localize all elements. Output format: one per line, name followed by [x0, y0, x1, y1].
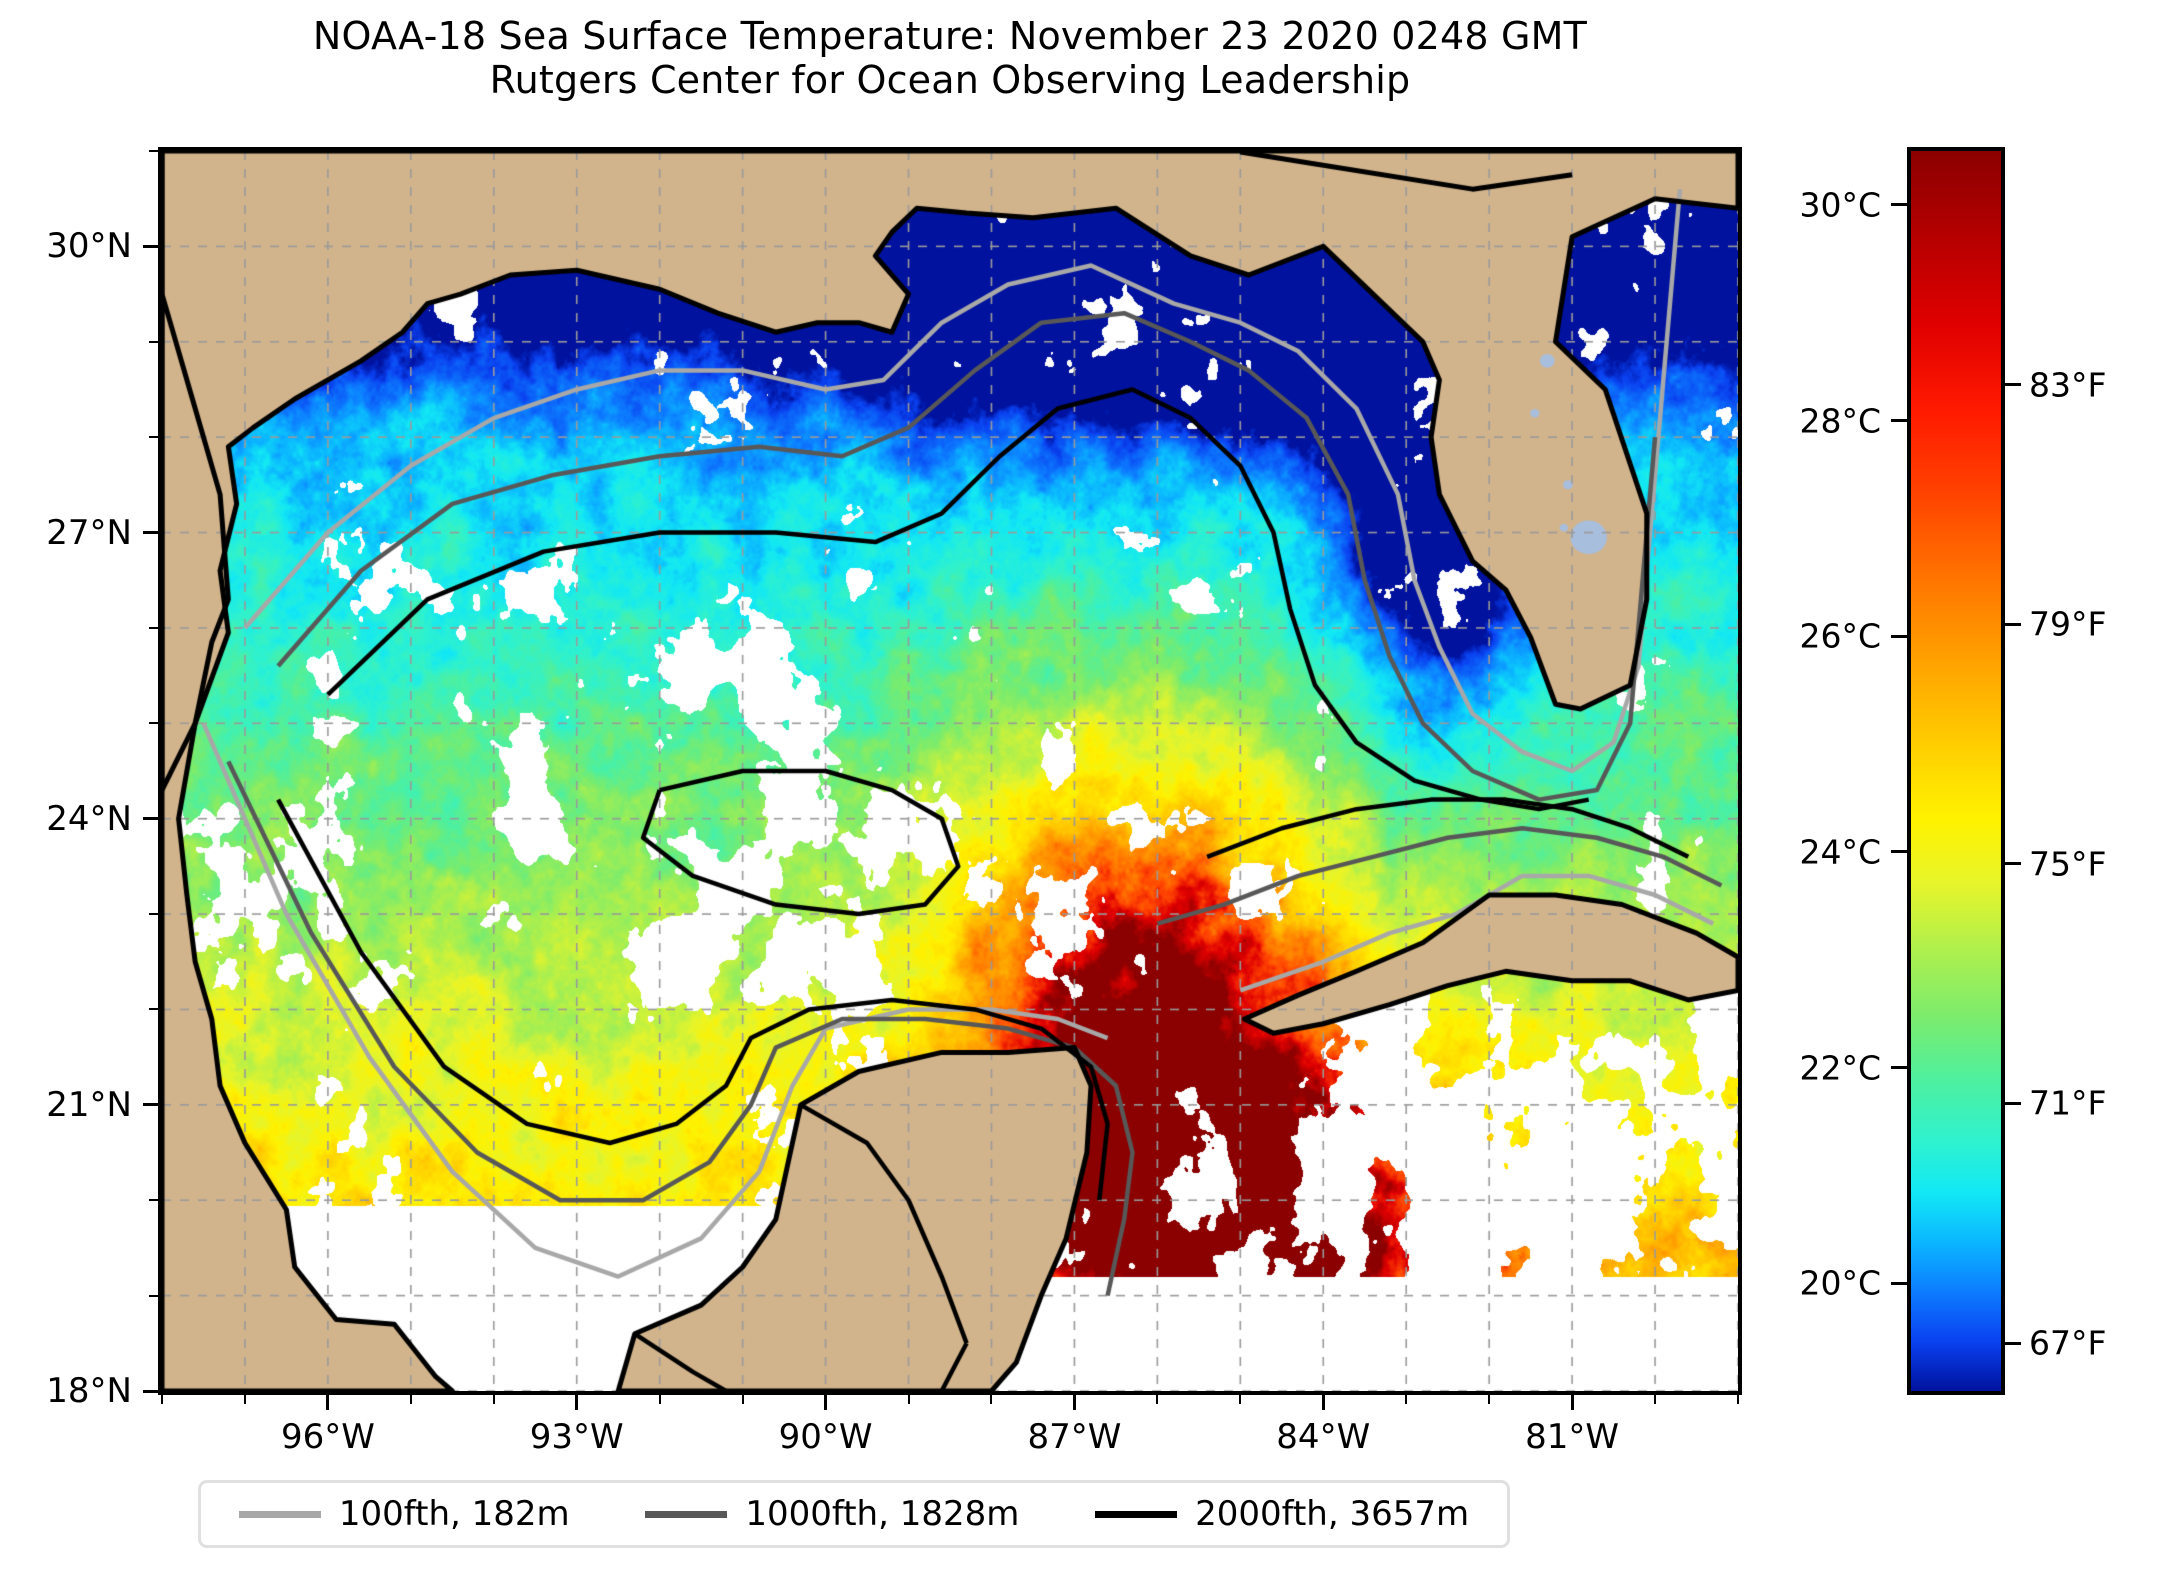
y-tick-28n [149, 436, 158, 439]
y-tick-24n [143, 817, 158, 821]
page-title: NOAA-18 Sea Surface Temperature: Novembe… [312, 14, 1588, 58]
colorbar-tick-f [2005, 862, 2021, 866]
colorbar-label-celsius: 26°C [1799, 616, 1881, 656]
x-tick-98w [161, 1395, 163, 1404]
colorbar-tick-f [2005, 622, 2021, 626]
x-tick-89w [907, 1395, 910, 1404]
colorbar-label-fahrenheit: 75°F [2029, 844, 2107, 884]
y-tick-23n [149, 913, 158, 916]
x-tick-80w [1654, 1395, 1657, 1404]
legend-label: 2000fth, 3657m [1195, 1494, 1470, 1534]
legend-item: 100fth, 182m [238, 1494, 570, 1534]
colorbar-label-fahrenheit: 71°F [2029, 1083, 2107, 1123]
x-tick-93w [575, 1395, 579, 1410]
y-tick-26n [149, 626, 158, 629]
legend-label: 1000fth, 1828m [745, 1494, 1020, 1534]
legend-swatch-1000fth [645, 1510, 728, 1518]
y-tick-20n [149, 1199, 158, 1202]
y-tick-29n [149, 340, 158, 343]
x-axis-label: 87°W [1027, 1417, 1122, 1457]
y-tick-25n [149, 722, 158, 725]
x-tick-97w [243, 1395, 246, 1404]
temperature-colorbar [1907, 147, 2005, 1395]
colorbar-label-celsius: 28°C [1799, 401, 1881, 441]
sst-map-plot[interactable] [158, 147, 1742, 1395]
colorbar-tick-f [2005, 1101, 2021, 1105]
page-subtitle: Rutgers Center for Ocean Observing Leade… [489, 58, 1411, 103]
colorbar-label-fahrenheit: 83°F [2029, 365, 2107, 405]
x-tick-94w [492, 1395, 495, 1404]
colorbar-label-celsius: 20°C [1799, 1263, 1881, 1303]
y-axis-label: 18°N [46, 1371, 132, 1411]
sst-heatmap-canvas [162, 151, 1738, 1391]
y-tick-21n [143, 1103, 158, 1107]
y-axis-label: 24°N [46, 798, 132, 839]
colorbar-tick-c [1891, 419, 1907, 423]
y-tick-22n [149, 1008, 158, 1011]
y-tick-27n [143, 531, 158, 535]
colorbar-label-fahrenheit: 67°F [2029, 1323, 2107, 1363]
x-axis-label: 96°W [280, 1417, 375, 1457]
x-tick-84w [1321, 1395, 1325, 1410]
legend-label: 100fth, 182m [338, 1494, 570, 1534]
colorbar-label-celsius: 24°C [1799, 832, 1881, 872]
x-tick-96w [326, 1395, 330, 1410]
y-tick-30n [143, 244, 158, 248]
x-axis-label: 90°W [778, 1417, 873, 1457]
x-axis-label: 84°W [1276, 1417, 1371, 1457]
colorbar-tick-c [1891, 203, 1907, 207]
y-tick-18n [143, 1389, 158, 1393]
x-tick-82w [1488, 1395, 1491, 1404]
legend-swatch-2000fth [1095, 1510, 1178, 1518]
colorbar-tick-c [1891, 850, 1907, 854]
y-axis-label: 30°N [46, 226, 132, 267]
colorbar-tick-f [2005, 383, 2021, 387]
y-axis-label: 27°N [46, 512, 132, 553]
colorbar-tick-f [2005, 1341, 2021, 1345]
bathymetry-legend: 100fth, 182m 1000fth, 1828m 2000fth, 365… [198, 1480, 1510, 1548]
x-tick-79w [1737, 1395, 1739, 1404]
x-tick-90w [824, 1395, 828, 1410]
colorbar-tick-c [1891, 1281, 1907, 1285]
colorbar-tick-c [1891, 1066, 1907, 1070]
y-tick-19n [149, 1294, 158, 1297]
x-axis-label: 93°W [529, 1417, 624, 1457]
legend-swatch-100fth [238, 1510, 321, 1518]
x-tick-81w [1570, 1395, 1574, 1410]
x-tick-86w [1156, 1395, 1159, 1404]
x-tick-87w [1072, 1395, 1076, 1410]
x-axis-label: 81°W [1525, 1417, 1620, 1457]
x-tick-92w [658, 1395, 661, 1404]
colorbar-label-celsius: 22°C [1799, 1048, 1881, 1088]
colorbar-tick-c [1891, 634, 1907, 638]
x-tick-85w [1239, 1395, 1242, 1404]
legend-item: 1000fth, 1828m [645, 1494, 1019, 1534]
x-tick-95w [409, 1395, 412, 1404]
colorbar-label-celsius: 30°C [1799, 185, 1881, 225]
x-tick-88w [990, 1395, 993, 1404]
chart-title-block: NOAA-18 Sea Surface Temperature: Novembe… [0, 14, 1900, 102]
x-tick-83w [1405, 1395, 1408, 1404]
y-tick-31n [149, 150, 158, 152]
colorbar-label-fahrenheit: 79°F [2029, 604, 2107, 644]
x-tick-91w [741, 1395, 744, 1404]
legend-item: 2000fth, 3657m [1095, 1494, 1469, 1534]
y-axis-label: 21°N [46, 1084, 132, 1125]
